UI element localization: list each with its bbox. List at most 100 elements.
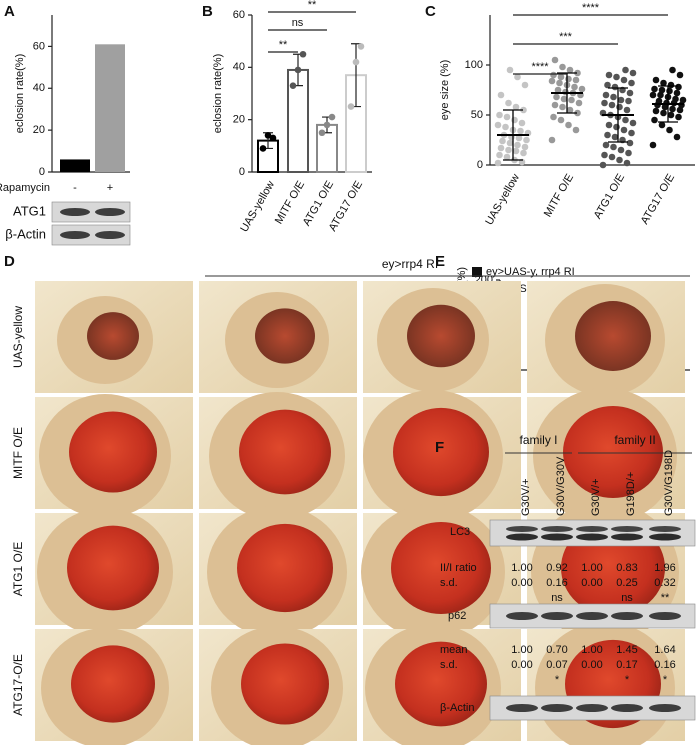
data-point (514, 141, 521, 149)
blot-label: p62 (448, 610, 466, 622)
data-point (667, 81, 675, 89)
data-point (616, 103, 623, 111)
data-point (666, 126, 673, 134)
data-point (628, 129, 635, 137)
data-point (497, 144, 505, 152)
data-point (269, 134, 277, 142)
data-point (620, 126, 628, 134)
data-point (496, 111, 503, 119)
row-label: UAS-yellow (11, 306, 25, 368)
data-point (676, 106, 684, 114)
x-axis-label: Rapamycin (0, 182, 50, 194)
data-point (649, 91, 657, 99)
data-point (605, 121, 613, 129)
data-point (503, 153, 511, 161)
band (506, 704, 538, 712)
data-point (649, 141, 657, 149)
data-point (521, 81, 529, 89)
data-point (622, 116, 629, 124)
significance-label: ns (551, 592, 563, 604)
row-value: 0.70 (546, 644, 567, 656)
data-point (651, 85, 658, 93)
data-point (505, 146, 512, 154)
data-point (566, 66, 574, 74)
data-point (616, 156, 623, 164)
data-point (352, 58, 360, 66)
fly-eye (87, 312, 139, 360)
data-point (666, 87, 673, 95)
data-point (655, 97, 663, 105)
data-point (357, 43, 365, 50)
row-value: 0.17 (616, 659, 637, 671)
data-point (660, 109, 667, 117)
error-bar (658, 85, 678, 123)
data-point (554, 86, 562, 94)
data-point (503, 113, 511, 121)
band (95, 231, 125, 239)
error-bar (608, 87, 628, 143)
data-point (676, 71, 684, 79)
data-point (506, 139, 514, 147)
band (576, 526, 608, 532)
blot (51, 224, 131, 246)
data-point (299, 50, 307, 58)
fly-eye (71, 645, 155, 723)
data-point (550, 71, 557, 79)
blot-label: LC3 (450, 526, 470, 538)
data-point (521, 143, 529, 151)
data-point (660, 79, 667, 87)
data-point (565, 121, 572, 129)
data-point (613, 73, 620, 81)
group-label: family I (519, 433, 557, 447)
fly-eye (575, 301, 651, 371)
y-axis-label: eye size (%) (439, 60, 451, 121)
data-point (572, 76, 580, 84)
data-point (557, 116, 565, 124)
data-point (669, 66, 676, 74)
data-point (323, 121, 331, 129)
row-value: 0.00 (511, 659, 532, 671)
row-value: 0.00 (511, 577, 532, 589)
lane-label: G198D/+ (625, 472, 637, 516)
data-point (294, 66, 302, 74)
band (611, 612, 643, 620)
bar (95, 44, 125, 172)
data-point (629, 69, 637, 77)
data-point (497, 91, 505, 99)
fly-eye (67, 525, 159, 611)
data-point (559, 63, 566, 71)
lane-label: G30V/+ (520, 478, 532, 516)
data-point (601, 99, 608, 107)
row-value: 0.92 (546, 562, 567, 574)
y-tick-label: 60 (33, 40, 45, 52)
data-point (574, 109, 581, 117)
band (506, 612, 538, 620)
row-value: 1.00 (581, 644, 602, 656)
data-point (599, 161, 607, 169)
band (611, 526, 643, 532)
x-tick-label: + (107, 182, 113, 194)
row-value: 1.00 (511, 644, 532, 656)
data-point (608, 153, 616, 161)
data-point (289, 82, 297, 89)
data-point (626, 139, 634, 147)
band (649, 704, 681, 712)
data-point (652, 107, 660, 115)
row-value: 1.64 (654, 644, 675, 656)
data-point (611, 83, 619, 91)
band (649, 526, 681, 532)
significance-label: * (663, 674, 668, 686)
data-point (551, 56, 559, 64)
data-point (565, 75, 572, 83)
band (541, 526, 573, 532)
data-point (512, 103, 520, 111)
row-value: 0.83 (616, 562, 637, 574)
fly-eye (255, 308, 315, 364)
data-point (347, 103, 355, 110)
blot-label: β-Actin (5, 226, 46, 241)
row-value: 0.16 (546, 577, 567, 589)
band (95, 208, 125, 216)
row-value: 0.25 (616, 577, 637, 589)
blot-label: ATG1 (13, 203, 46, 218)
